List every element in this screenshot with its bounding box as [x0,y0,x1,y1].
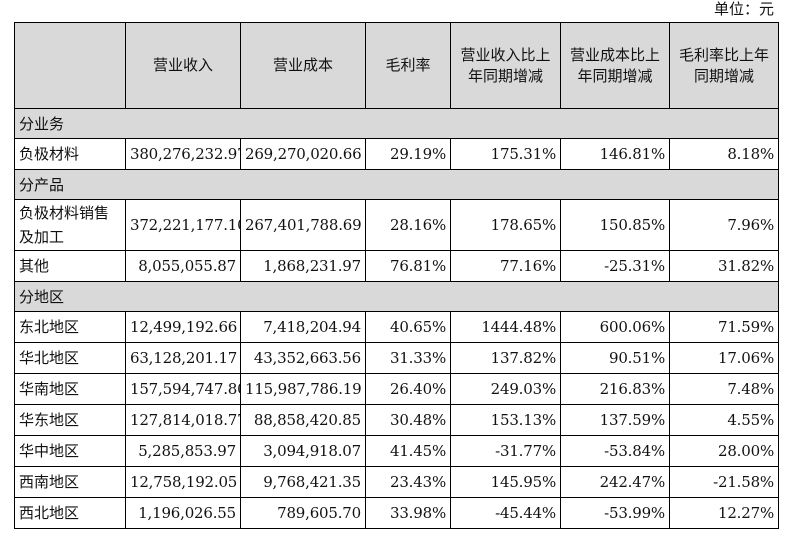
table-cell: 90.51% [560,342,670,374]
table-cell: 249.03% [450,373,561,405]
header-revenue: 营业收入 [125,22,241,109]
table-cell: 31.82% [669,250,779,282]
section-title: 分业务 [14,108,779,139]
table-cell: 7.48% [669,373,779,405]
row-label: 东北地区 [14,311,126,343]
section-title: 分产品 [14,169,779,200]
table-cell: 28.16% [365,199,451,251]
table-cell: 29.19% [365,138,451,170]
table-cell: 242.47% [560,466,670,498]
row-label: 负极材料销售及加工 [14,199,126,251]
table-cell: 88,858,420.85 [240,404,366,436]
table-cell: 7,418,204.94 [240,311,366,343]
row-label: 华南地区 [14,373,126,405]
table-cell: 145.95% [450,466,561,498]
table-row: 东北地区 12,499,192.66 7,418,204.94 40.65% 1444.… [14,311,779,343]
table-cell: 63,128,201.17 [125,342,241,374]
table-cell: 789,605.70 [240,497,366,529]
row-label: 华中地区 [14,435,126,467]
table-row: 负极材料销售及加工 372,221,177.10 267,401,788.69 28.… [14,199,779,251]
table-cell: 8,055,055.87 [125,250,241,282]
table-cell: 372,221,177.10 [125,199,241,251]
row-label: 华东地区 [14,404,126,436]
table-cell: 267,401,788.69 [240,199,366,251]
unit-label: 单位：元 [713,0,774,18]
table-cell: 31.33% [365,342,451,374]
table-cell: 23.43% [365,466,451,498]
table-row: 西北地区 1,196,026.55 789,605.70 33.98% -45.44% -… [14,497,779,529]
table-cell: -21.58% [669,466,779,498]
table-cell: 127,814,018.77 [125,404,241,436]
table-cell: 150.85% [560,199,670,251]
table-cell: 12.27% [669,497,779,529]
table-row: 负极材料 380,276,232.97 269,270,020.66 29.19% 17… [14,138,779,170]
table-cell: -45.44% [450,497,561,529]
table-cell: -53.84% [560,435,670,467]
table-header-row: 营业收入 营业成本 毛利率 营业收入比上年同期增减 营业成本比上年同期增减 毛利… [14,22,779,109]
table-cell: 41.45% [365,435,451,467]
table-cell: 30.48% [365,404,451,436]
table-cell: -31.77% [450,435,561,467]
table-cell: 1,196,026.55 [125,497,241,529]
table-row: 西南地区 12,758,192.05 9,768,421.35 23.43% 145.9… [14,466,779,498]
table-cell: 43,352,663.56 [240,342,366,374]
table-cell: 269,270,020.66 [240,138,366,170]
table-cell: 216.83% [560,373,670,405]
table-body: 分业务 负极材料 380,276,232.97 269,270,020.66 29.19… [14,108,779,529]
table-row: 华东地区 127,814,018.77 88,858,420.85 30.48% 153… [14,404,779,436]
table-cell: 1,868,231.97 [240,250,366,282]
table-cell: 175.31% [450,138,561,170]
table-row: 其他 8,055,055.87 1,868,231.97 76.81% 77.16% -2… [14,250,779,282]
section-row: 分业务 [14,108,779,139]
section-title: 分地区 [14,281,779,312]
table-cell: 3,094,918.07 [240,435,366,467]
table-cell: 153.13% [450,404,561,436]
table-cell: 600.06% [560,311,670,343]
table-cell: 33.98% [365,497,451,529]
table-cell: 76.81% [365,250,451,282]
header-cell-blank [14,22,126,109]
table-cell: -53.99% [560,497,670,529]
table-cell: 178.65% [450,199,561,251]
table-cell: 8.18% [669,138,779,170]
header-gross-margin: 毛利率 [365,22,451,109]
table-row: 华南地区 157,594,747.80 115,987,786.19 26.40% 24… [14,373,779,405]
table-cell: 4.55% [669,404,779,436]
table-cell: 40.65% [365,311,451,343]
table-cell: 146.81% [560,138,670,170]
table-cell: 77.16% [450,250,561,282]
table-cell: 26.40% [365,373,451,405]
header-cost-yoy: 营业成本比上年同期增减 [560,22,670,109]
table-cell: 157,594,747.80 [125,373,241,405]
table-cell: -25.31% [560,250,670,282]
table-cell: 71.59% [669,311,779,343]
table-cell: 9,768,421.35 [240,466,366,498]
header-margin-yoy: 毛利率比上年同期增减 [669,22,779,109]
table-cell: 12,758,192.05 [125,466,241,498]
row-label: 负极材料 [14,138,126,170]
section-row: 分地区 [14,281,779,312]
table-cell: 137.59% [560,404,670,436]
table-cell: 115,987,786.19 [240,373,366,405]
section-row: 分产品 [14,169,779,200]
table-cell: 7.96% [669,199,779,251]
table-cell: 28.00% [669,435,779,467]
header-revenue-yoy: 营业收入比上年同期增减 [450,22,561,109]
table-cell: 17.06% [669,342,779,374]
financial-table: 营业收入 营业成本 毛利率 营业收入比上年同期增减 营业成本比上年同期增减 毛利… [14,22,779,529]
row-label: 西南地区 [14,466,126,498]
row-label: 华北地区 [14,342,126,374]
table-row: 华中地区 5,285,853.97 3,094,918.07 41.45% -31.77… [14,435,779,467]
table-cell: 5,285,853.97 [125,435,241,467]
row-label: 西北地区 [14,497,126,529]
table-cell: 380,276,232.97 [125,138,241,170]
header-cost: 营业成本 [240,22,366,109]
table-row: 华北地区 63,128,201.17 43,352,663.56 31.33% 137.… [14,342,779,374]
row-label: 其他 [14,250,126,282]
table-cell: 12,499,192.66 [125,311,241,343]
table-cell: 137.82% [450,342,561,374]
table-cell: 1444.48% [450,311,561,343]
